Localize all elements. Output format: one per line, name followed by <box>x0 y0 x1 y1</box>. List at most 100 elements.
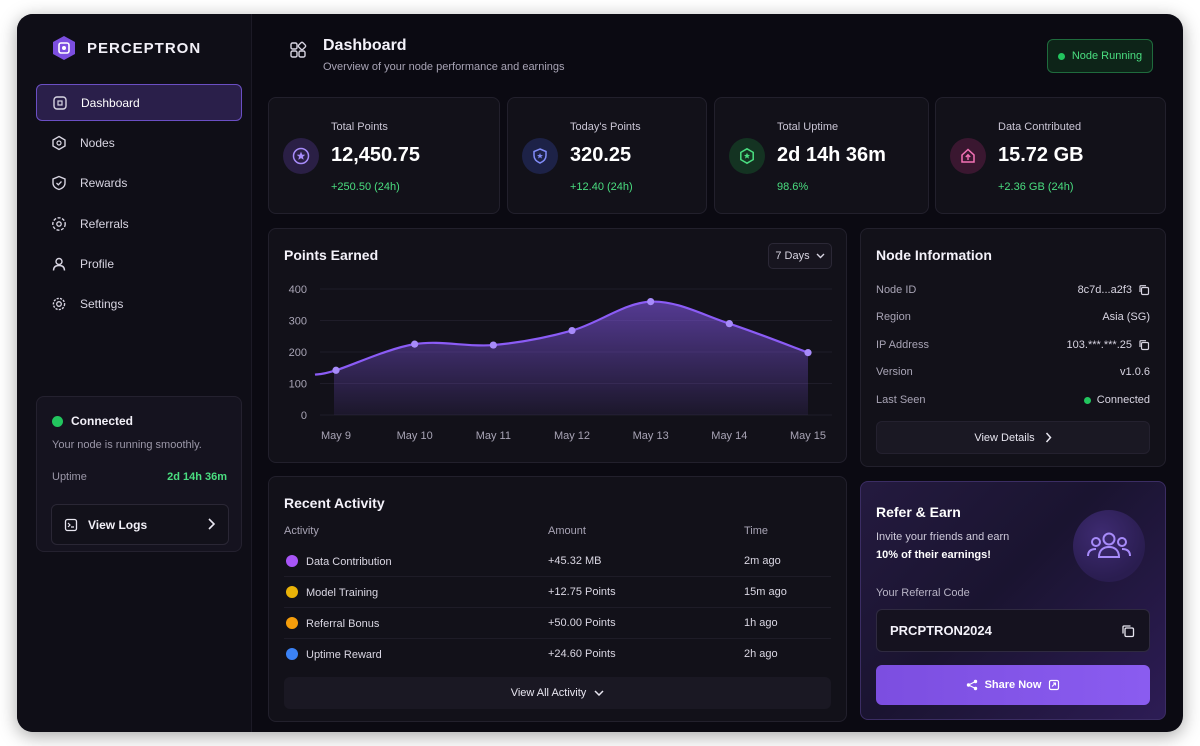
stat-card-data-contributed: Data Contributed 15.72 GB +2.36 GB (24h) <box>935 97 1166 214</box>
activity-name: Uptime Reward <box>306 649 382 661</box>
sidebar-item-rewards[interactable]: Rewards <box>36 165 242 202</box>
time-range-value: 7 Days <box>775 250 810 262</box>
activity-name: Referral Bonus <box>306 618 380 630</box>
shield-icon <box>522 138 558 174</box>
activity-amount: +50.00 Points <box>548 617 616 629</box>
activity-amount: +12.75 Points <box>548 586 616 598</box>
external-share-icon <box>1049 679 1060 691</box>
refer-earn-text: Invite your friends and earn <box>876 531 1010 543</box>
ip-address-value: 103.***.***.25 <box>1066 339 1132 351</box>
node-id-value: 8c7d...a2f3 <box>1077 284 1132 296</box>
connection-status-text: Your node is running smoothly. <box>52 439 202 451</box>
x-tick-label: May 13 <box>633 430 669 442</box>
stat-delta: +12.40 (24h) <box>570 181 633 193</box>
time-range-select[interactable]: 7 Days <box>768 243 832 269</box>
view-all-activity-button[interactable]: View All Activity <box>284 677 831 709</box>
chevron-right-icon <box>1045 432 1052 443</box>
data-contribution-icon <box>286 555 298 567</box>
gear-icon <box>52 298 66 311</box>
table-row[interactable]: Data Contribution +45.32 MB 2m ago <box>284 546 831 577</box>
sidebar-item-settings[interactable]: Settings <box>36 286 242 323</box>
x-tick-label: May 11 <box>476 430 511 442</box>
y-tick-label: 300 <box>289 316 307 328</box>
sidebar-item-nodes[interactable]: Nodes <box>36 124 242 161</box>
referrals-icon <box>52 216 66 231</box>
data-point <box>411 340 419 348</box>
brand-name: PERCEPTRON <box>87 39 202 57</box>
uptime-reward-icon <box>286 648 298 660</box>
sidebar-nav: Dashboard Nodes Rewards Referrals Profil… <box>36 84 242 326</box>
x-tick-label: May 14 <box>711 430 747 442</box>
activity-name: Model Training <box>306 587 379 599</box>
stat-card-todays-points: Today's Points 320.25 +12.40 (24h) <box>507 97 707 214</box>
share-now-button[interactable]: Share Now <box>876 665 1150 705</box>
status-dot-icon <box>1083 396 1091 404</box>
y-tick-label: 200 <box>289 347 307 359</box>
data-point <box>489 341 497 349</box>
dashboard-icon <box>53 95 67 110</box>
brand[interactable]: PERCEPTRON <box>51 35 201 61</box>
uptime-icon <box>729 138 765 174</box>
referral-bonus-icon <box>286 617 298 629</box>
version-row: Version v1.0.6 <box>876 362 1150 382</box>
table-row[interactable]: Uptime Reward +24.60 Points 2h ago <box>284 639 831 670</box>
data-point <box>568 326 576 335</box>
sidebar-item-label: Nodes <box>80 135 115 150</box>
y-tick-label: 100 <box>289 379 307 391</box>
table-row[interactable]: Model Training +12.75 Points 15m ago <box>284 577 831 608</box>
referral-code-field[interactable]: PRCPTRON2024 <box>876 609 1150 652</box>
last-seen-row: Last Seen Connected <box>876 390 1150 410</box>
nodes-icon <box>52 135 66 151</box>
table-row[interactable]: Referral Bonus +50.00 Points 1h ago <box>284 608 831 639</box>
refer-earn-title: Refer & Earn <box>876 504 961 520</box>
data-point <box>804 349 812 357</box>
refer-earn-highlight: 10% of their earnings! <box>876 549 991 561</box>
page-title: Dashboard <box>323 37 407 54</box>
stat-delta: +2.36 GB (24h) <box>998 181 1074 193</box>
activity-time: 2h ago <box>744 648 778 660</box>
x-tick-label: May 15 <box>790 430 826 442</box>
stat-card-total-uptime: Total Uptime 2d 14h 36m 98.6% <box>714 97 929 214</box>
stat-label: Data Contributed <box>998 121 1082 133</box>
upload-icon <box>950 138 986 174</box>
stat-delta: 98.6% <box>777 181 809 193</box>
x-tick-label: May 10 <box>397 430 433 442</box>
uptime-value: 2d 14h 36m <box>167 471 227 483</box>
recent-activity-panel: Recent Activity Activity Amount Time Dat… <box>268 476 847 722</box>
view-all-activity-label: View All Activity <box>510 687 587 699</box>
stat-value: 15.72 GB <box>998 144 1084 166</box>
page-subtitle: Overview of your node performance and ea… <box>323 61 565 73</box>
sidebar-item-dashboard[interactable]: Dashboard <box>36 84 242 121</box>
copy-icon[interactable] <box>1138 339 1150 351</box>
sidebar-item-referrals[interactable]: Referrals <box>36 205 242 242</box>
points-earned-panel: Points Earned 7 Days 0 100 200 300 400 May 9 M… <box>268 228 847 463</box>
copy-icon[interactable] <box>1121 624 1135 638</box>
points-area <box>315 301 808 415</box>
activity-time: 2m ago <box>744 555 781 567</box>
star-icon <box>283 138 319 174</box>
recent-activity-title: Recent Activity <box>284 495 385 511</box>
column-header-amount: Amount <box>548 525 586 537</box>
y-tick-label: 400 <box>289 284 307 296</box>
copy-icon[interactable] <box>1138 284 1150 296</box>
data-point <box>332 366 340 374</box>
stat-label: Total Uptime <box>777 121 839 133</box>
sidebar-item-label: Referrals <box>80 216 129 231</box>
sidebar-item-profile[interactable]: Profile <box>36 246 242 283</box>
view-logs-button[interactable]: View Logs <box>51 504 229 545</box>
stat-label: Total Points <box>331 121 388 133</box>
users-icon <box>1073 510 1145 582</box>
connection-status-label: Connected <box>71 414 134 428</box>
view-logs-label: View Logs <box>88 517 148 532</box>
view-details-button[interactable]: View Details <box>876 421 1150 454</box>
sidebar-item-label: Dashboard <box>81 95 140 110</box>
info-key: Last Seen <box>876 394 926 406</box>
stat-value: 2d 14h 36m <box>777 144 886 166</box>
points-earned-title: Points Earned <box>284 247 379 263</box>
logs-icon <box>64 518 78 531</box>
column-header-time: Time <box>744 525 769 537</box>
status-dot-icon <box>52 415 63 427</box>
sidebar: PERCEPTRON Dashboard Nodes Rewards Refer… <box>17 14 252 732</box>
info-key: Version <box>876 366 913 378</box>
sidebar-item-label: Rewards <box>80 176 128 191</box>
